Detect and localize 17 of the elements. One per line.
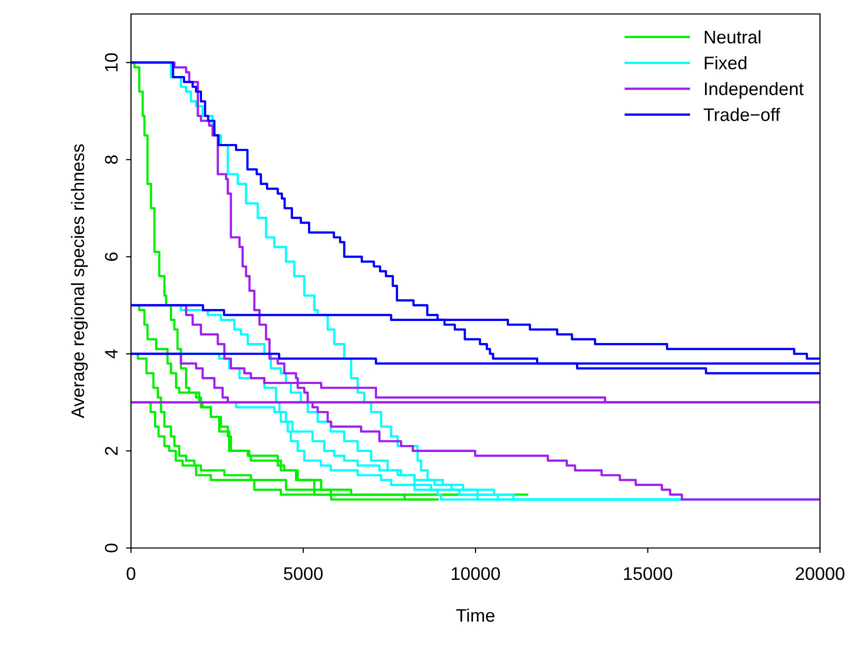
legend-label: Trade−off [704,108,780,122]
y-tick-label: 0 [104,544,118,552]
x-tick-label: 20000 [796,567,844,580]
x-tick-label: 10000 [452,567,500,580]
legend-label: Independent [705,82,804,99]
x-tick-label: 5000 [284,567,323,580]
y-tick-label: 4 [105,349,118,358]
legend-label: Neutral [704,30,760,44]
x-tick-label: 0 [126,567,136,580]
y-tick-label: 10 [104,53,118,72]
y-tick-label: 2 [104,446,118,456]
x-tick-label: 15000 [624,567,672,580]
y-tick-label: 6 [104,252,118,261]
legend-label: Fixed [704,56,746,70]
y-axis-title: Average regional species richness [70,144,88,418]
y-tick-label: 8 [104,155,118,164]
x-axis-title: Time [456,608,494,622]
